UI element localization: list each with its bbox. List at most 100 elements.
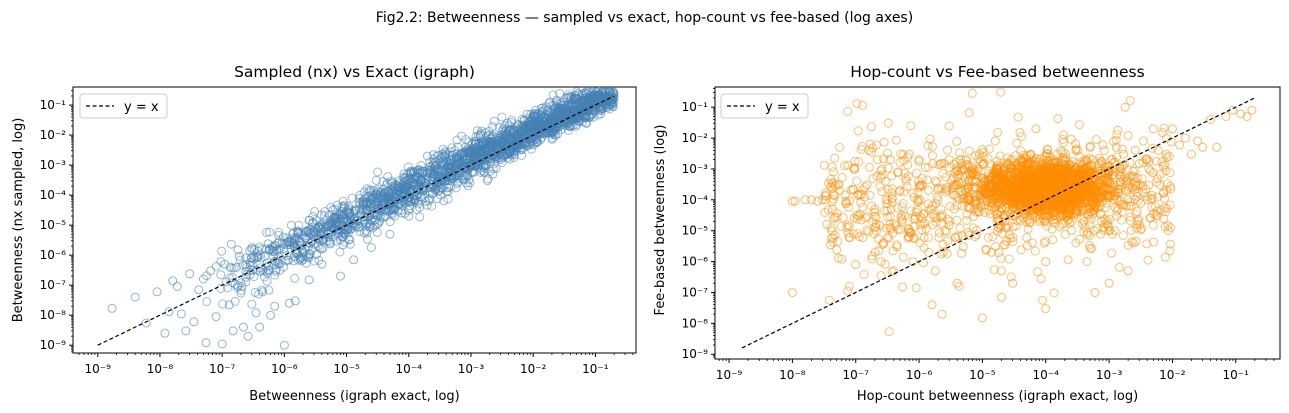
data-point [536,103,546,113]
data-point [923,186,933,195]
data-point [935,228,944,238]
data-point [247,260,257,270]
data-point [945,216,954,226]
data-point [1134,159,1144,168]
data-point [430,165,440,175]
data-point [1163,221,1173,231]
data-point [1003,221,1013,231]
data-point [952,200,962,210]
data-point [216,284,226,293]
data-point [997,266,1006,276]
data-point [968,223,978,233]
data-point [274,230,284,240]
data-point [430,185,440,195]
data-point [1042,221,1052,231]
data-point [383,172,393,182]
data-point [937,184,947,194]
data-point [373,191,383,200]
data-point [310,207,320,216]
data-point [290,296,300,306]
data-point [885,155,895,165]
data-point [218,299,228,309]
data-point [441,172,451,182]
data-point [1180,133,1190,143]
data-point [999,176,1009,186]
data-point [396,190,406,200]
data-point [152,287,162,297]
data-point [532,133,542,143]
data-point [1117,144,1127,154]
data-point [936,249,946,259]
data-point [141,318,151,328]
data-point [942,185,952,195]
panel-0-y-axis-label: Betweenness (nx sampled, log) [11,118,26,323]
data-point [892,203,902,213]
data-point [903,233,913,243]
data-point [1060,168,1070,178]
data-point [532,137,542,146]
data-point [928,151,937,161]
data-point [891,135,901,145]
data-point [1193,136,1203,146]
data-point [861,213,871,223]
data-point [853,191,863,200]
data-point [362,205,371,215]
data-point [913,194,923,204]
y-tick-label: 10⁻⁷ [40,278,67,292]
data-point [198,274,208,284]
data-point [826,175,836,184]
data-point [526,109,536,119]
data-point [1008,233,1018,242]
data-point [819,160,829,170]
data-point [986,197,996,207]
data-point [234,251,244,261]
data-point [923,141,933,151]
data-point [1123,240,1133,250]
data-point [900,168,910,178]
data-point [388,178,398,188]
data-point [864,145,874,155]
data-point [989,265,999,275]
data-point [485,154,495,164]
data-point [941,184,951,194]
data-point [832,245,842,255]
data-point [451,183,461,193]
data-point [942,249,952,259]
data-point [883,148,892,158]
data-point [1152,174,1162,184]
data-point [416,193,426,202]
data-point [362,228,372,238]
data-point [291,249,301,258]
data-point [264,285,274,295]
panel-0-x-ticks: 10⁻⁹ 10⁻⁸ 10⁻⁷ 10⁻⁶ 10⁻⁵ 10⁻⁴ 10⁻³ 10⁻² 10⁻¹ [78,353,634,376]
data-point [202,271,211,281]
data-point [1164,151,1174,161]
data-point [887,171,897,181]
data-point [1007,194,1017,204]
data-point [1090,288,1100,297]
data-point [404,205,413,215]
data-point [497,112,507,122]
data-point [251,308,261,318]
data-point [1112,194,1122,204]
data-point [279,340,289,350]
data-point [301,233,311,243]
data-point [980,176,990,186]
data-point [878,238,888,248]
data-point [894,187,904,197]
data-point [1112,129,1122,139]
data-point [107,303,117,313]
data-point [181,326,191,336]
data-point [1042,148,1052,158]
x-tick-label: 10⁻⁷ [209,362,236,376]
data-point [536,118,545,128]
data-point [235,255,245,265]
data-point [823,205,833,215]
data-point [580,95,590,105]
data-point [552,109,562,119]
data-point [940,226,950,235]
data-point [853,126,863,136]
data-point [993,127,1003,137]
data-point [1111,142,1121,152]
data-point [222,283,232,293]
